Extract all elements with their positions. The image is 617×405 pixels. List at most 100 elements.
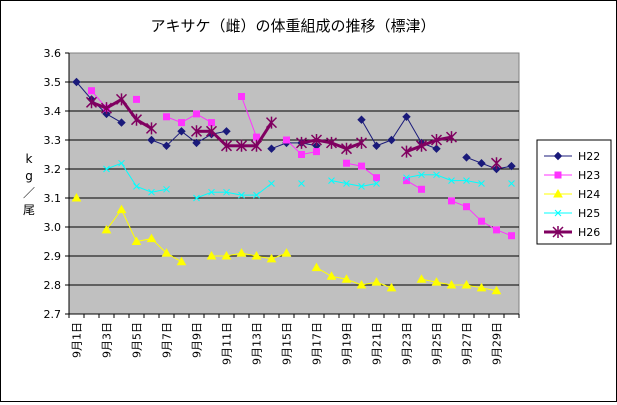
legend-item-H23: H23 (544, 169, 600, 182)
data-point (117, 118, 126, 127)
series-line-segment (345, 141, 363, 151)
data-point (326, 271, 337, 280)
series-line-segment (406, 174, 422, 179)
y-tick-label: 3.4 (44, 105, 62, 118)
x-axis: 9月1日 9月3日 9月5日 9月7日 9月9日 9月11日 9月13日 9月15日 9月17日… (68, 313, 520, 365)
data-point (236, 248, 247, 257)
data-point (163, 185, 170, 193)
series-line-segment (391, 116, 407, 141)
x-tick-label: 9月27日 (461, 322, 474, 365)
data-point (193, 194, 200, 202)
series-line-segment (466, 180, 482, 184)
data-point (267, 144, 276, 153)
legend-label: H25 (578, 207, 600, 220)
data-point (340, 142, 353, 155)
data-point (462, 153, 471, 162)
data-point (430, 134, 443, 146)
data-point (208, 188, 215, 196)
data-point (298, 180, 305, 187)
data-point (463, 203, 470, 211)
data-point (373, 174, 380, 182)
data-point (177, 127, 186, 136)
data-point (432, 144, 441, 153)
x-tick-label: 9月1日 (71, 322, 84, 358)
data-point (298, 151, 305, 158)
data-point (445, 131, 458, 144)
data-point (131, 236, 142, 245)
data-point (403, 177, 410, 185)
data-point (251, 250, 262, 260)
data-point (100, 102, 113, 115)
data-point (250, 139, 263, 152)
series-line-segment (181, 130, 197, 144)
series-line-segment (226, 191, 242, 196)
data-point (146, 233, 157, 243)
x-tick-label: 9月29日 (491, 322, 504, 365)
data-point (402, 112, 411, 122)
x-tick-label: 9月23日 (401, 322, 414, 365)
series-H24 (71, 192, 502, 295)
data-point (356, 279, 367, 289)
data-point (313, 148, 320, 156)
y-tick-label: 3.2 (44, 163, 62, 176)
data-point (71, 192, 82, 202)
series-line-segment (121, 162, 137, 187)
data-point (387, 135, 396, 145)
data-point (400, 145, 413, 158)
data-point (88, 87, 95, 95)
data-point (478, 217, 485, 225)
x-tick-label: 9月3日 (101, 322, 114, 358)
legend-label: H24 (578, 188, 600, 201)
x-tick-label: 9月15日 (281, 322, 294, 365)
legend-label: H23 (578, 169, 600, 182)
y-axis-label: k g ／尾 (23, 152, 35, 217)
data-point (357, 115, 366, 124)
data-point (463, 177, 470, 184)
series-line-segment (121, 209, 137, 242)
series-H23 (88, 87, 515, 240)
data-point (133, 95, 140, 103)
x-tick-label: 9月25日 (431, 322, 444, 365)
series-line-segment (361, 183, 377, 187)
data-point (193, 110, 200, 118)
legend-box (536, 139, 612, 245)
data-point (130, 113, 143, 126)
series-line-segment (301, 138, 317, 145)
data-point (145, 122, 158, 135)
series-line-segment (406, 116, 422, 144)
legend-label: H22 (578, 150, 600, 163)
series-H26 (85, 93, 503, 170)
data-point (222, 127, 231, 136)
data-point (238, 93, 245, 100)
data-point (418, 171, 425, 179)
data-point (238, 191, 245, 199)
data-point (418, 185, 425, 193)
data-point (341, 274, 352, 283)
data-point (448, 197, 455, 205)
data-point (416, 274, 427, 283)
data-point (266, 253, 277, 263)
data-point (554, 209, 562, 217)
series-line-segment (76, 81, 92, 100)
data-point (190, 125, 203, 138)
data-point (103, 165, 110, 173)
data-point (192, 138, 201, 148)
series-line-segment (346, 183, 362, 187)
data-point (477, 158, 486, 168)
y-tick-label: 3.5 (44, 76, 62, 89)
series-group (71, 77, 516, 295)
data-point (431, 277, 442, 286)
x-tick-label: 9月11日 (221, 322, 234, 365)
x-tick-label: 9月7日 (161, 322, 174, 358)
legend-item-H26: H26 (544, 226, 600, 239)
data-point (253, 133, 260, 141)
data-point (343, 159, 350, 167)
data-point (148, 188, 155, 196)
data-point (311, 262, 322, 272)
series-H25 (103, 159, 515, 202)
data-point (358, 183, 365, 190)
y-tick-label: 3.0 (44, 221, 62, 234)
legend-item-H25: H25 (544, 207, 600, 220)
data-point (283, 136, 290, 144)
